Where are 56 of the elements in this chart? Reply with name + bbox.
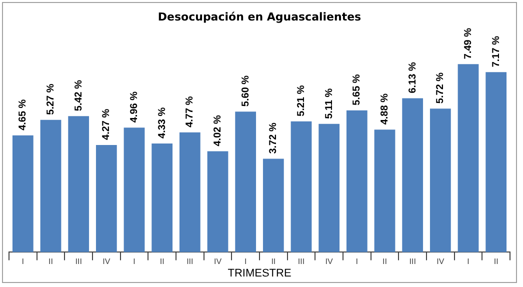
data-label: 7.49 %	[463, 28, 474, 60]
bar	[486, 72, 507, 252]
chart-title: Desocupación en Aguascalientes	[158, 10, 362, 24]
x-tick-label: I	[22, 257, 24, 266]
x-tick-label: I	[467, 257, 470, 266]
bar	[346, 110, 368, 252]
bar	[96, 144, 117, 252]
bar	[374, 130, 396, 252]
data-label: 5.60 %	[240, 75, 252, 107]
bar	[235, 112, 256, 252]
bar	[290, 121, 312, 252]
bar	[152, 143, 173, 252]
data-label: 4.02 %	[212, 115, 224, 146]
data-label: 4.27 %	[101, 108, 112, 140]
x-tick-label: III	[186, 257, 194, 266]
x-tick-label: IV	[214, 257, 222, 266]
x-tick-label: II	[271, 257, 276, 266]
x-tick-label: III	[298, 257, 305, 266]
data-label: 4.96 %	[129, 91, 140, 123]
bar	[318, 124, 340, 252]
bar	[68, 116, 90, 252]
bar	[207, 151, 228, 252]
data-label: 5.42 %	[73, 80, 84, 112]
x-tick-label: IV	[325, 257, 334, 266]
data-label: 5.21 %	[296, 85, 307, 116]
x-tick-label: III	[409, 257, 416, 266]
data-label: 6.13 %	[407, 62, 418, 94]
x-tick-label: IV	[102, 257, 111, 266]
data-label: 4.33 %	[156, 107, 168, 138]
bar	[402, 98, 424, 252]
data-label: 4.77 %	[184, 96, 196, 128]
x-tick-label: II	[48, 257, 53, 266]
x-tick-label: II	[382, 257, 387, 266]
data-label: 4.65 %	[18, 99, 29, 130]
x-tick-label: IV	[436, 257, 445, 266]
data-label: 5.72 %	[435, 72, 446, 104]
bar	[262, 158, 284, 252]
data-label: 5.65 %	[352, 74, 363, 106]
bar	[458, 64, 479, 252]
data-label: 5.27 %	[46, 84, 56, 115]
data-label: 7.17 %	[490, 36, 502, 68]
bar	[430, 108, 451, 252]
bar	[179, 132, 200, 252]
bar	[12, 135, 34, 252]
x-tick-label: III	[75, 257, 82, 266]
x-tick-label: II	[160, 257, 164, 266]
x-tick-label: I	[133, 257, 136, 266]
data-label: 5.11 %	[324, 88, 335, 119]
bar	[40, 120, 62, 252]
x-axis-title: TRIMESTRE	[228, 267, 292, 280]
x-tick-label: II	[494, 257, 498, 266]
x-tick-label: I	[356, 257, 358, 266]
data-label: 4.88 %	[380, 93, 390, 125]
data-label: 3.72 %	[268, 122, 280, 154]
x-tick-label: I	[244, 257, 247, 266]
bar	[124, 128, 145, 252]
